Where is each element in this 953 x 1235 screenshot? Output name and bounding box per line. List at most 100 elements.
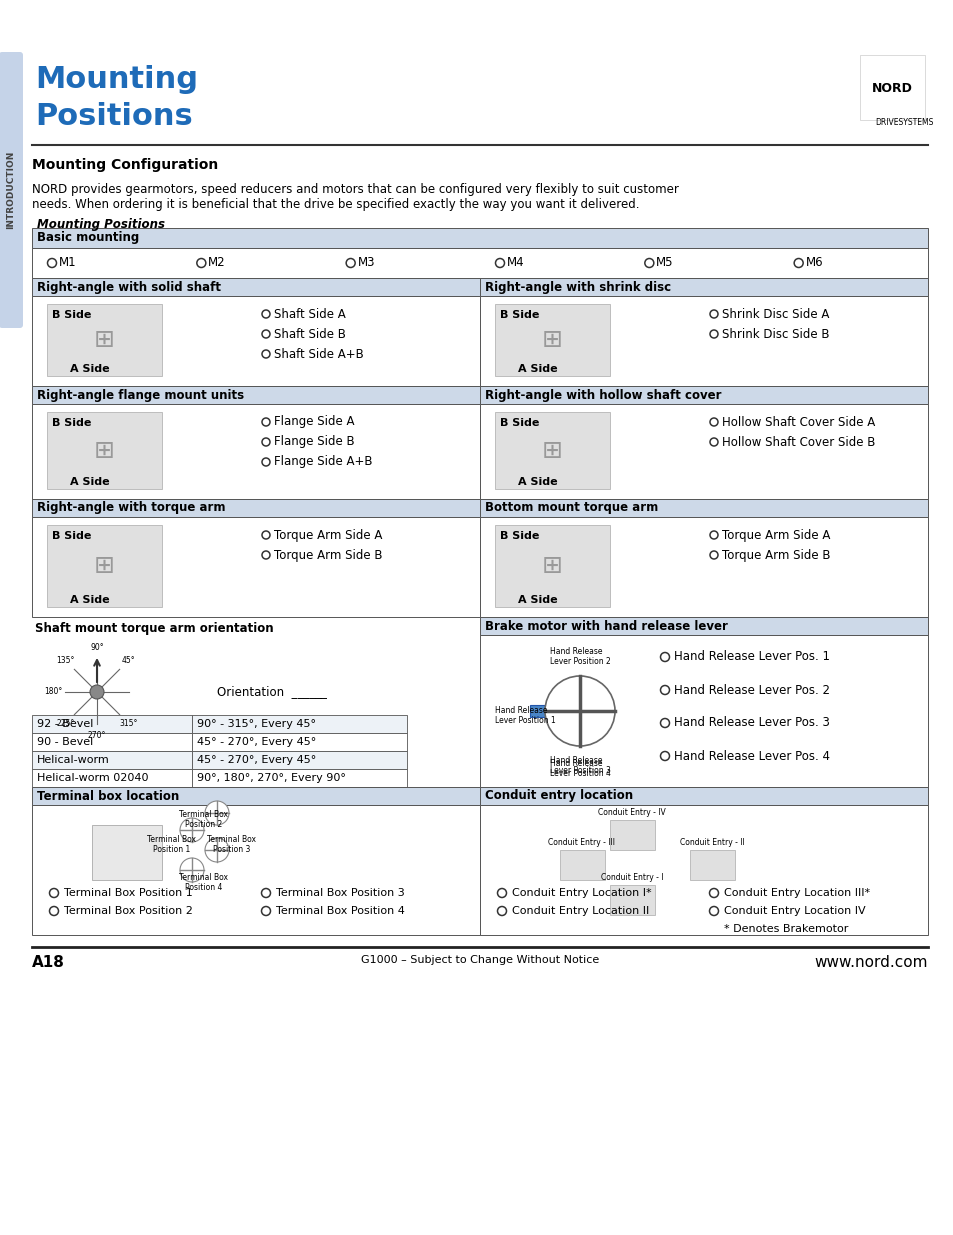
Text: ⊞: ⊞ — [94, 329, 115, 352]
Bar — [32, 228, 927, 248]
Circle shape — [709, 438, 718, 446]
Text: Right-angle with torque arm: Right-angle with torque arm — [37, 501, 225, 515]
Circle shape — [205, 802, 229, 825]
Circle shape — [644, 258, 653, 268]
Bar — [859, 56, 924, 120]
Text: M6: M6 — [805, 257, 822, 269]
Circle shape — [262, 350, 270, 358]
Text: Conduit Entry Location III*: Conduit Entry Location III* — [723, 888, 869, 898]
Text: 90° - 315°, Every 45°: 90° - 315°, Every 45° — [196, 719, 315, 729]
Text: Shaft Side A: Shaft Side A — [274, 308, 345, 321]
Bar — [495, 304, 609, 375]
Text: 45°: 45° — [121, 656, 134, 666]
Bar — [689, 850, 734, 881]
Text: ⊞: ⊞ — [541, 329, 562, 352]
Bar — [530, 705, 544, 718]
Text: INTRODUCTION: INTRODUCTION — [7, 151, 15, 230]
Text: Terminal Box Position 2: Terminal Box Position 2 — [64, 906, 193, 916]
Text: Torque Arm Side A: Torque Arm Side A — [721, 529, 829, 541]
Circle shape — [262, 330, 270, 338]
Text: Hand Release
Lever Position 1: Hand Release Lever Position 1 — [495, 706, 556, 725]
Text: M5: M5 — [656, 257, 673, 269]
Text: Flange Side A+B: Flange Side A+B — [274, 456, 372, 468]
Text: Right-angle with shrink disc: Right-angle with shrink disc — [484, 280, 670, 294]
Text: Conduit Entry - IV: Conduit Entry - IV — [598, 808, 665, 818]
Text: Bottom mount torque arm: Bottom mount torque arm — [484, 501, 658, 515]
Bar — [479, 296, 927, 387]
Text: Right-angle flange mount units: Right-angle flange mount units — [37, 389, 244, 401]
Text: B Side: B Side — [52, 417, 91, 429]
Bar — [32, 404, 479, 499]
Text: * Denotes Brakemotor: * Denotes Brakemotor — [723, 924, 847, 934]
Circle shape — [709, 531, 718, 538]
Text: M2: M2 — [208, 257, 226, 269]
Circle shape — [262, 417, 270, 426]
Bar — [192, 715, 407, 734]
Circle shape — [659, 719, 669, 727]
Text: Conduit Entry - II: Conduit Entry - II — [679, 839, 743, 847]
Text: A Side: A Side — [517, 477, 558, 487]
Circle shape — [793, 258, 802, 268]
Text: ⊞: ⊞ — [94, 438, 115, 462]
Circle shape — [196, 258, 206, 268]
Text: Hand Release Lever Pos. 4: Hand Release Lever Pos. 4 — [673, 750, 829, 762]
Bar — [32, 387, 479, 404]
Text: Brake motor with hand release lever: Brake motor with hand release lever — [484, 620, 727, 632]
Text: Right-angle with solid shaft: Right-angle with solid shaft — [37, 280, 221, 294]
Text: NORD provides gearmotors, speed reducers and motors that can be configured very : NORD provides gearmotors, speed reducers… — [32, 183, 679, 196]
Circle shape — [497, 906, 506, 915]
Text: 90°: 90° — [91, 643, 104, 652]
Text: Conduit Entry - I: Conduit Entry - I — [600, 873, 662, 882]
Text: 45° - 270°, Every 45°: 45° - 270°, Every 45° — [196, 755, 315, 764]
Text: Hand Release Lever Pos. 1: Hand Release Lever Pos. 1 — [673, 651, 829, 663]
Circle shape — [261, 888, 271, 898]
Bar — [32, 769, 192, 787]
Text: ⊞: ⊞ — [541, 555, 562, 578]
Bar — [32, 296, 479, 387]
Bar — [32, 278, 479, 296]
Text: Basic mounting: Basic mounting — [37, 231, 139, 245]
Text: Shaft Side B: Shaft Side B — [274, 327, 346, 341]
Text: Conduit Entry Location IV: Conduit Entry Location IV — [723, 906, 864, 916]
Text: Shrink Disc Side B: Shrink Disc Side B — [721, 327, 828, 341]
Bar — [32, 517, 479, 618]
Text: Terminal box location: Terminal box location — [37, 789, 179, 803]
Circle shape — [709, 417, 718, 426]
Circle shape — [205, 839, 229, 862]
Circle shape — [262, 310, 270, 317]
Text: B Side: B Side — [499, 310, 538, 320]
Bar — [479, 404, 927, 499]
Bar — [609, 885, 655, 915]
Bar — [32, 734, 192, 751]
Circle shape — [180, 818, 204, 842]
Bar — [47, 525, 162, 606]
Text: Positions: Positions — [35, 103, 193, 131]
Bar — [32, 248, 927, 278]
Text: Terminal Box
Position 3: Terminal Box Position 3 — [208, 835, 256, 855]
Text: Hand Release Lever Pos. 2: Hand Release Lever Pos. 2 — [673, 683, 829, 697]
Circle shape — [262, 531, 270, 538]
Text: Mounting Positions: Mounting Positions — [37, 219, 165, 231]
Circle shape — [262, 551, 270, 559]
Text: 92 - Bevel: 92 - Bevel — [37, 719, 93, 729]
Text: Flange Side A: Flange Side A — [274, 415, 355, 429]
Text: Mounting: Mounting — [35, 65, 198, 94]
Bar — [495, 412, 609, 489]
Text: needs. When ordering it is beneficial that the drive be specified exactly the wa: needs. When ordering it is beneficial th… — [32, 198, 639, 211]
Text: Mounting Configuration: Mounting Configuration — [32, 158, 218, 172]
Text: Torque Arm Side A: Torque Arm Side A — [274, 529, 382, 541]
Bar — [479, 805, 927, 935]
Circle shape — [261, 906, 271, 915]
Circle shape — [180, 858, 204, 882]
Bar — [192, 734, 407, 751]
Text: G1000 – Subject to Change Without Notice: G1000 – Subject to Change Without Notice — [360, 955, 598, 965]
Text: Terminal Box Position 3: Terminal Box Position 3 — [275, 888, 404, 898]
Text: Torque Arm Side B: Torque Arm Side B — [274, 548, 382, 562]
Text: 90 - Bevel: 90 - Bevel — [37, 737, 93, 747]
Text: B Side: B Side — [499, 531, 538, 541]
Text: Shaft mount torque arm orientation: Shaft mount torque arm orientation — [35, 622, 274, 635]
Text: Flange Side B: Flange Side B — [274, 436, 355, 448]
Bar — [32, 751, 192, 769]
FancyBboxPatch shape — [0, 52, 23, 329]
Text: M4: M4 — [506, 257, 524, 269]
